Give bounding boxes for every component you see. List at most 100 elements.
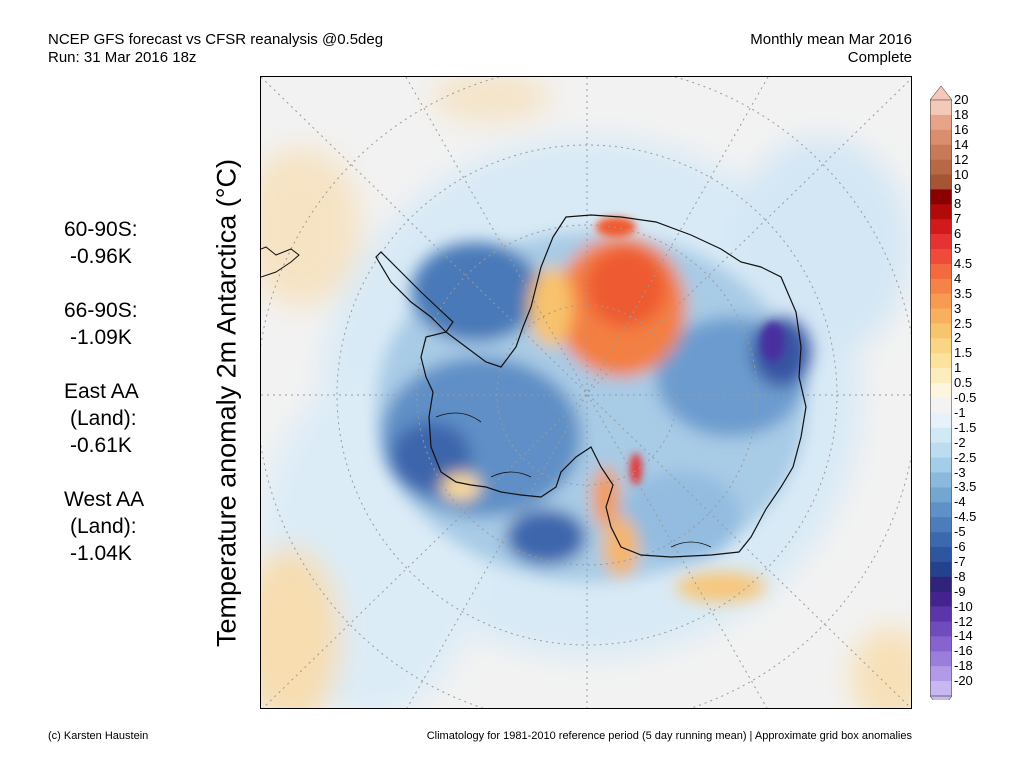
colorbar-tick-label: 4 bbox=[954, 270, 962, 286]
title-line-1: NCEP GFS forecast vs CFSR reanalysis @0.… bbox=[48, 31, 384, 48]
colorbar-tick-label: -4 bbox=[954, 494, 966, 510]
colorbar-tick-label: -9 bbox=[954, 583, 966, 599]
title-line-2: Run: 31 Mar 2016 18z bbox=[48, 49, 197, 66]
colorbar-tick-label: -20 bbox=[954, 673, 973, 689]
colorbar-swatch bbox=[930, 606, 952, 622]
colorbar-swatch bbox=[930, 278, 952, 294]
colorbar-tick-label: -5 bbox=[954, 524, 966, 540]
colorbar-swatch bbox=[930, 666, 952, 682]
colorbar-tick-label: 4.5 bbox=[954, 255, 973, 271]
colorbar-swatch bbox=[930, 487, 952, 503]
colorbar-swatch bbox=[930, 517, 952, 533]
stat-west-aa: West AA (Land): -1.04K bbox=[64, 486, 144, 567]
credit-text: (c) Karsten Haustein bbox=[48, 730, 149, 742]
colorbar-swatch bbox=[930, 442, 952, 458]
stat-value: -1.09K bbox=[70, 326, 132, 349]
y-axis-label-text: Temperature anomaly 2m Antarctica (°C) bbox=[211, 159, 242, 647]
colorbar-tick-label: 1 bbox=[954, 360, 962, 376]
colorbar-tick-label: -7 bbox=[954, 553, 966, 569]
colorbar-tick-label: 12 bbox=[954, 151, 969, 167]
stat-label: 66-90S: bbox=[64, 299, 138, 322]
colorbar-max-arrow bbox=[930, 86, 952, 101]
south-america-coastline bbox=[261, 246, 300, 278]
antarctic-peninsula-coastline bbox=[375, 251, 454, 333]
colorbar-tick-label: 14 bbox=[954, 136, 969, 152]
colorbar-swatch bbox=[930, 293, 952, 309]
colorbar-swatch bbox=[930, 308, 952, 324]
period-line-1: Monthly mean Mar 2016 bbox=[750, 31, 912, 48]
colorbar-swatch bbox=[930, 323, 952, 339]
colorbar-tick-label: -6 bbox=[954, 539, 966, 554]
colorbar-tick-label: 7 bbox=[954, 211, 962, 227]
colorbar-tick-label: 8 bbox=[954, 196, 962, 212]
colorbar-swatch bbox=[930, 561, 952, 578]
stat-value: -1.04K bbox=[70, 542, 132, 565]
colorbar-swatch bbox=[930, 457, 952, 473]
graticule bbox=[261, 77, 911, 708]
colorbar-tick-label: 9 bbox=[954, 181, 962, 197]
colorbar-swatch bbox=[930, 651, 952, 667]
continent-anomaly-field bbox=[376, 232, 811, 602]
period-info: Monthly mean Mar 2016 Complete bbox=[750, 31, 912, 67]
stat-east-aa: East AA (Land): -0.61K bbox=[64, 378, 144, 459]
colorbar-tick-label: -18 bbox=[954, 658, 973, 674]
colorbar-min-arrow bbox=[930, 695, 952, 700]
colorbar-swatch bbox=[930, 591, 952, 607]
colorbar-tick-label: 3 bbox=[954, 300, 962, 316]
colorbar-swatch bbox=[930, 338, 952, 354]
colorbar-swatch bbox=[930, 100, 952, 116]
stat-label: East AA bbox=[64, 380, 139, 403]
colorbar-swatch bbox=[930, 576, 952, 592]
colorbar-swatch bbox=[930, 427, 952, 443]
colorbar-swatch bbox=[930, 263, 952, 280]
colorbar-tick-label: 6 bbox=[954, 226, 962, 242]
stat-label: West AA bbox=[64, 488, 145, 511]
colorbar-swatch bbox=[930, 472, 952, 488]
colorbar-tick-label: -4.5 bbox=[954, 509, 977, 525]
map-title: NCEP GFS forecast vs CFSR reanalysis @0.… bbox=[48, 31, 383, 67]
colorbar-tick-label: -3 bbox=[954, 464, 966, 480]
period-line-2: Complete bbox=[847, 49, 912, 66]
colorbar-svg bbox=[930, 86, 952, 700]
polar-map-svg bbox=[261, 77, 911, 708]
colorbar-tick-label: 16 bbox=[954, 121, 969, 137]
colorbar-swatch bbox=[930, 249, 952, 265]
stat-label-2: (Land): bbox=[70, 407, 137, 430]
colorbar-tick-label: -1 bbox=[954, 404, 966, 420]
colorbar-tick-label: -16 bbox=[954, 643, 973, 659]
colorbar-tick-label: 2 bbox=[954, 330, 962, 346]
stat-value: -0.96K bbox=[70, 245, 132, 268]
colorbar-swatch bbox=[930, 159, 952, 175]
colorbar-tick-label: -8 bbox=[954, 568, 966, 584]
ice-shelf-outline bbox=[435, 412, 712, 548]
colorbar-frame bbox=[930, 99, 952, 697]
colorbar-tick-label: -2.5 bbox=[954, 449, 977, 465]
colorbar-tick-label: -14 bbox=[954, 628, 973, 644]
colorbar-tick-label: -12 bbox=[954, 613, 973, 629]
colorbar-tick-label: 10 bbox=[954, 166, 969, 182]
anomaly-hotspots bbox=[596, 217, 785, 485]
colorbar-tick-label: 5 bbox=[954, 241, 962, 256]
colorbar-tick-label: 20 bbox=[954, 92, 969, 107]
colorbar-swatch bbox=[930, 189, 952, 205]
colorbar-swatch bbox=[930, 412, 952, 429]
colorbar-tick-label: -1.5 bbox=[954, 419, 977, 435]
colorbar-tick-label: -0.5 bbox=[954, 390, 977, 405]
colorbar-tick-label: -3.5 bbox=[954, 479, 977, 495]
colorbar-swatch bbox=[930, 502, 952, 518]
colorbar-swatch bbox=[930, 144, 952, 160]
colorbar-swatch bbox=[930, 114, 952, 131]
colorbar-swatch bbox=[930, 681, 952, 697]
colorbar-tick-label: 3.5 bbox=[954, 285, 973, 301]
colorbar-swatch bbox=[930, 398, 952, 414]
stat-label-2: (Land): bbox=[70, 515, 137, 538]
colorbar-swatch bbox=[930, 636, 952, 652]
colorbar-swatch bbox=[930, 383, 952, 399]
colorbar-tick-label: 18 bbox=[954, 106, 969, 122]
stat-label: 60-90S: bbox=[64, 218, 138, 241]
colorbar-tick-label: -2 bbox=[954, 434, 966, 450]
colorbar-swatch bbox=[930, 129, 952, 145]
colorbar-tick-label: -10 bbox=[954, 598, 973, 614]
climatology-note: Climatology for 1981-2010 reference peri… bbox=[426, 730, 912, 742]
colorbar-swatch bbox=[930, 234, 952, 250]
